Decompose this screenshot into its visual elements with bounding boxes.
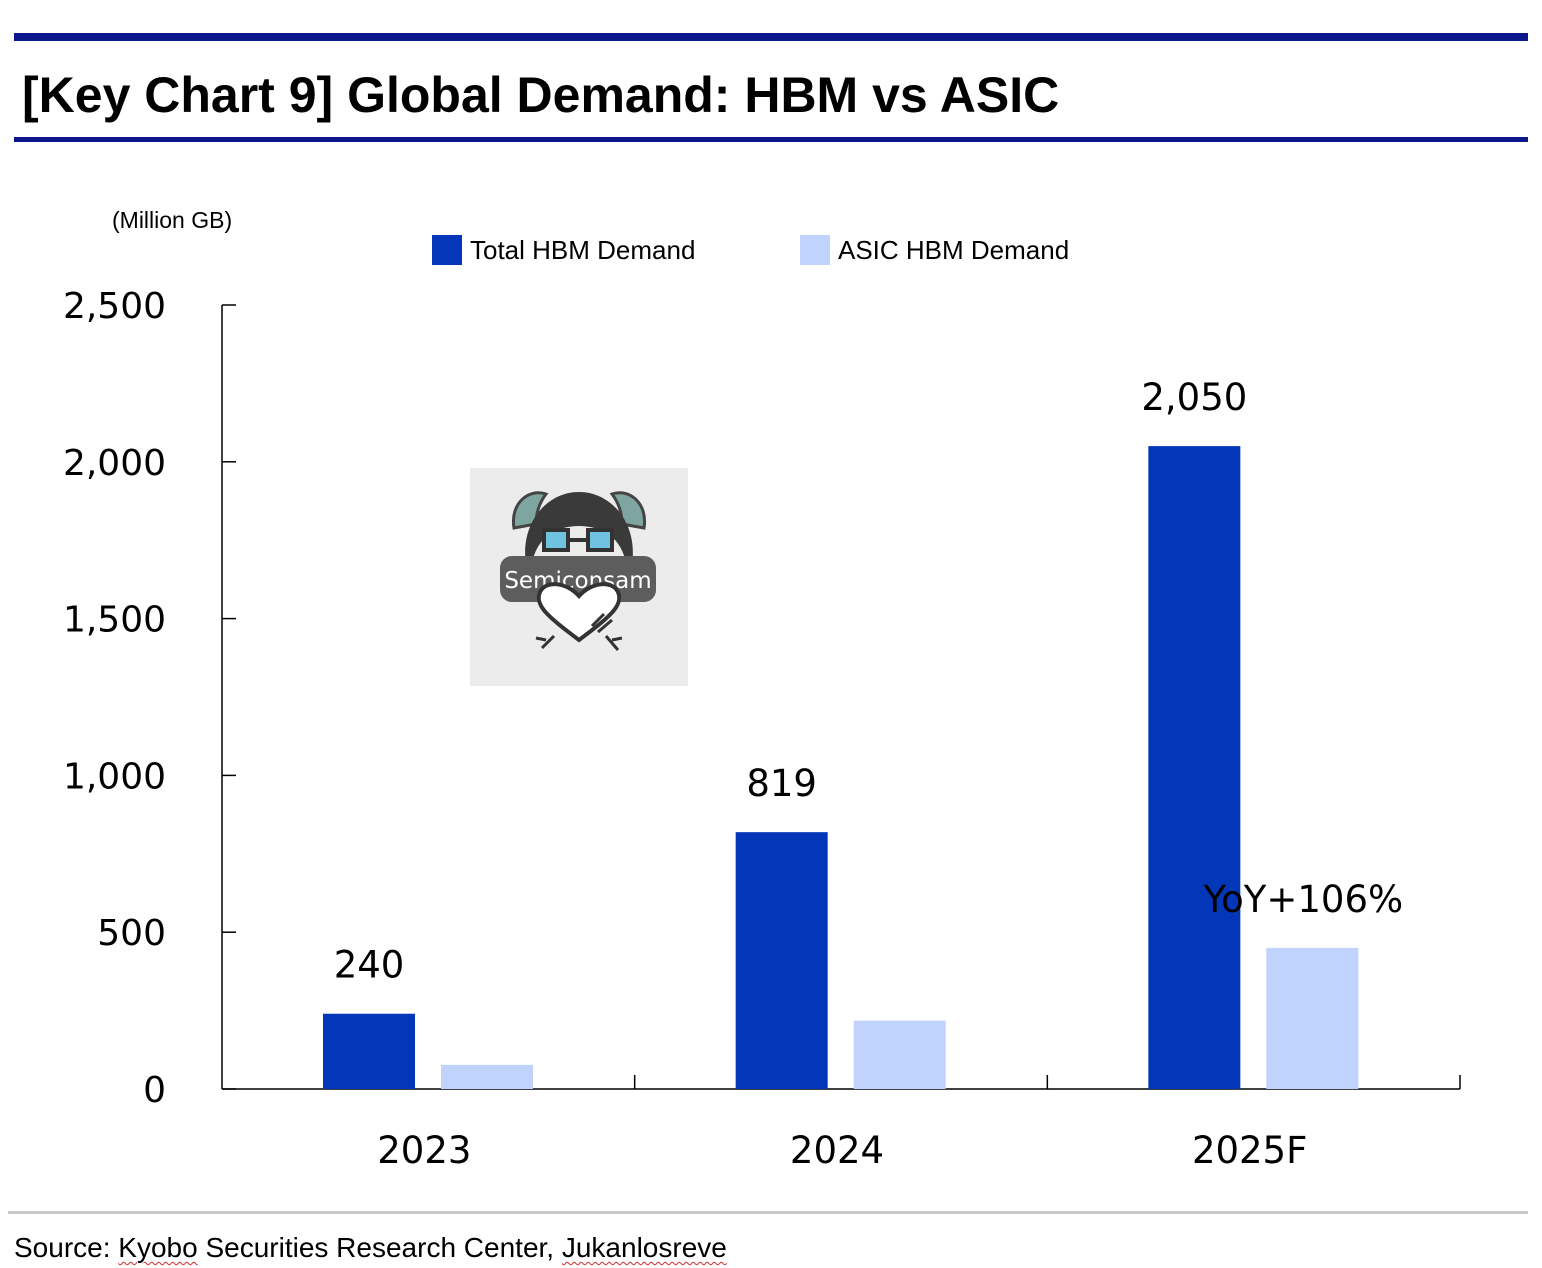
legend-label-asic-hbm: ASIC HBM Demand xyxy=(838,234,1070,265)
source-prefix: Source: xyxy=(14,1232,119,1263)
y-axis-unit-label: (Million GB) xyxy=(112,207,233,233)
title-rule-top xyxy=(14,33,1528,41)
source-note: Source: Kyobo Securities Research Center… xyxy=(14,1232,727,1264)
bar-asic-hbm-2025F xyxy=(1266,947,1359,1089)
x-tick-label: 2025F xyxy=(1192,1129,1307,1172)
x-tick-label: 2023 xyxy=(377,1129,471,1172)
legend-swatch-asic-hbm xyxy=(800,235,830,265)
data-label-total-hbm-2023: 240 xyxy=(334,944,405,987)
legend-item-asic-hbm: ASIC HBM Demand xyxy=(800,234,1069,266)
y-tick-label: 0 xyxy=(143,1070,166,1111)
legend-item-total-hbm: Total HBM Demand xyxy=(432,234,695,266)
watermark-mascot-icon: Semiconsam xyxy=(500,491,656,651)
bar-total-hbm-2023 xyxy=(323,1013,415,1089)
legend-swatch-total-hbm xyxy=(432,235,462,265)
chart-title: [Key Chart 9] Global Demand: HBM vs ASIC xyxy=(22,67,1060,123)
watermark-logo: Semiconsam xyxy=(470,468,688,686)
source-name-kyobo: Kyobo xyxy=(118,1232,198,1263)
bar-asic-hbm-2024 xyxy=(853,1020,946,1089)
source-name-jukanlosreve: Jukanlosreve xyxy=(561,1232,727,1263)
bar-asic-hbm-2023 xyxy=(441,1064,533,1089)
data-label-asic-hbm-2025F: YoY+106% xyxy=(1202,878,1403,921)
bar-total-hbm-2025F xyxy=(1148,446,1241,1089)
y-tick-label: 2,000 xyxy=(63,443,166,484)
legend-label-total-hbm: Total HBM Demand xyxy=(470,234,696,265)
data-label-total-hbm-2024: 819 xyxy=(746,762,817,805)
source-middle: Securities Research Center, xyxy=(197,1232,562,1263)
title-rule-bottom xyxy=(14,137,1528,142)
y-tick-label: 1,000 xyxy=(63,756,166,797)
bar-total-hbm-2024 xyxy=(735,832,828,1089)
y-tick-label: 500 xyxy=(97,913,166,954)
watermark-text: Semiconsam xyxy=(504,568,651,594)
source-divider xyxy=(8,1211,1528,1214)
y-tick-label: 2,500 xyxy=(63,286,166,327)
x-tick-label: 2024 xyxy=(790,1129,884,1172)
y-tick-label: 1,500 xyxy=(63,600,166,641)
data-label-total-hbm-2025F: 2,050 xyxy=(1141,376,1247,419)
